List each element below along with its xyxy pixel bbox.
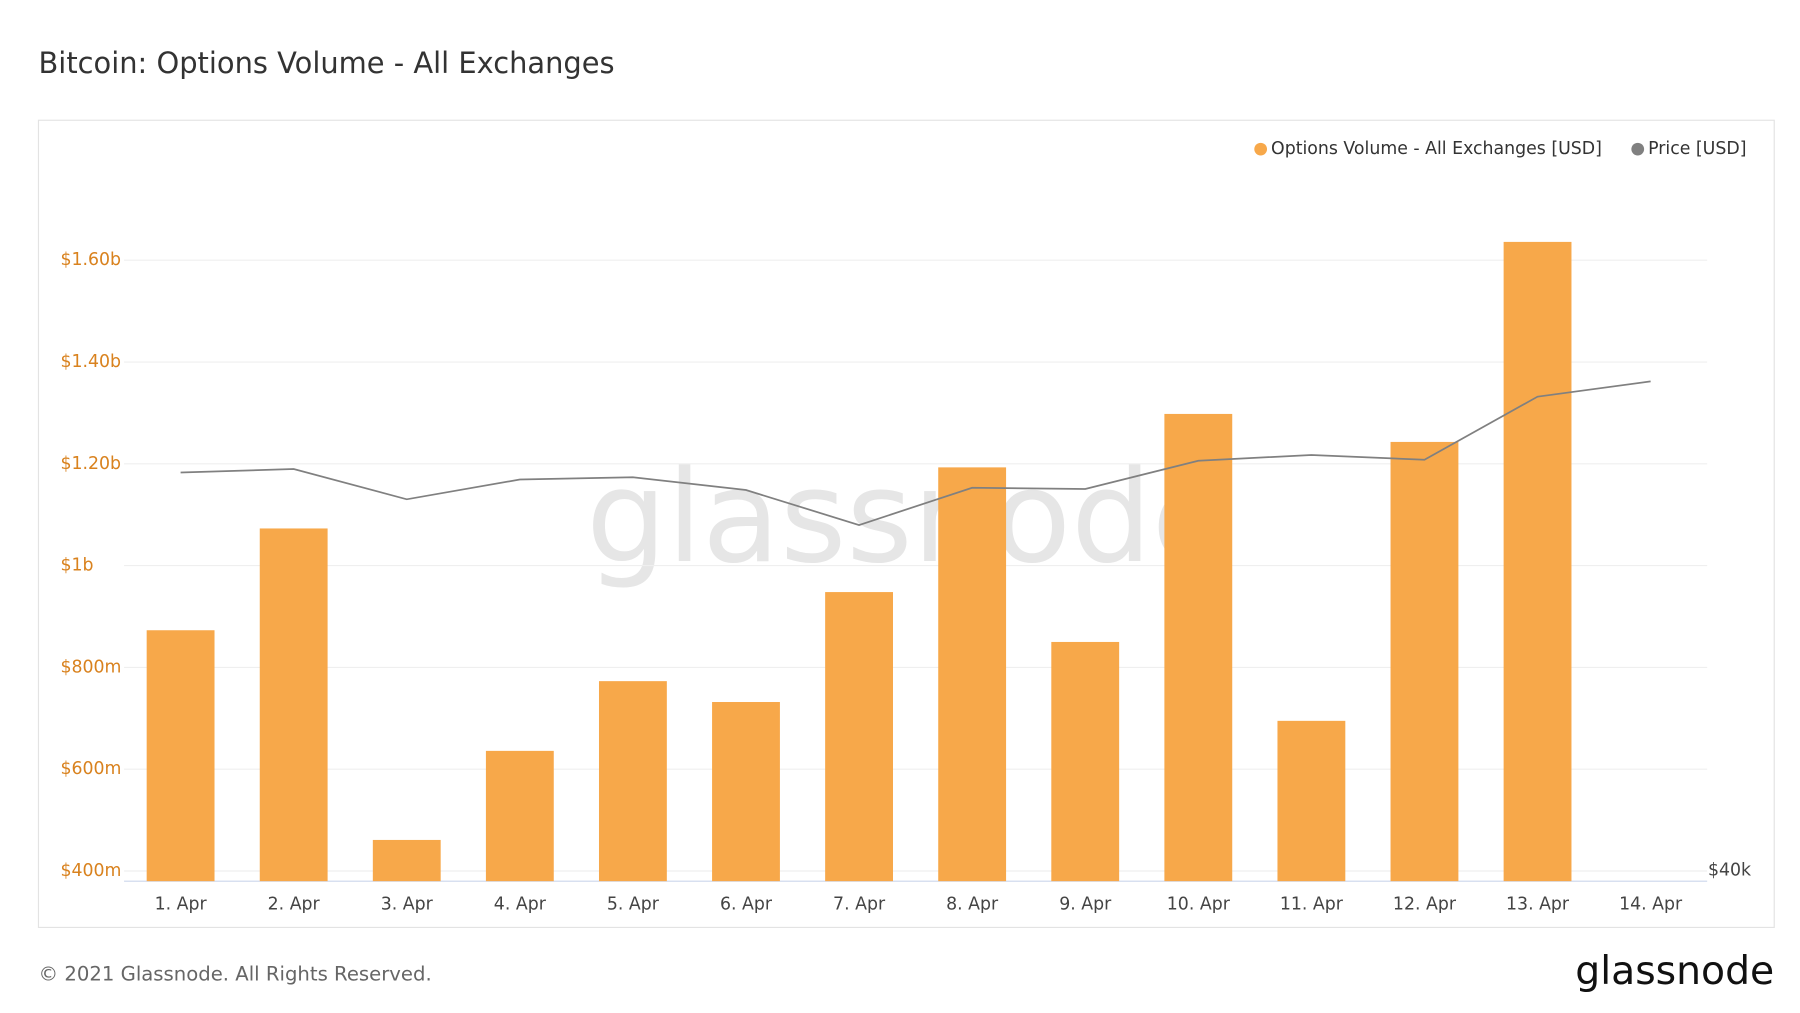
x-tick-label: 13. Apr — [1506, 894, 1570, 914]
price-line — [180, 380, 1651, 526]
bar — [485, 750, 554, 882]
x-tick-label: 7. Apr — [833, 894, 886, 914]
y-tick-label: $600m — [60, 759, 121, 779]
bar — [1164, 413, 1233, 882]
x-tick-label: 14. Apr — [1619, 894, 1683, 914]
x-tick-label: 5. Apr — [607, 894, 660, 914]
bar — [1503, 241, 1572, 882]
legend-label: Options Volume - All Exchanges [USD] — [1271, 139, 1602, 159]
x-tick-label: 10. Apr — [1167, 894, 1231, 914]
y-tick-label: $1.40b — [60, 352, 121, 372]
bar — [1390, 441, 1459, 882]
x-tick-label: 2. Apr — [268, 894, 321, 914]
y2-tick-label: $40k — [1708, 861, 1751, 881]
y-tick-label: $1b — [60, 556, 93, 576]
chart-frame — [37, 119, 1775, 929]
footer: © 2021 Glassnode. All Rights Reserved. — [38, 962, 431, 985]
x-tick-label: 11. Apr — [1280, 894, 1344, 914]
bar — [372, 839, 441, 882]
bar — [1051, 641, 1120, 882]
x-tick-label: 12. Apr — [1393, 894, 1457, 914]
bar — [712, 702, 780, 882]
x-tick-label: 1. Apr — [155, 894, 208, 914]
x-tick-label: 4. Apr — [494, 894, 547, 914]
legend-marker — [1631, 142, 1645, 156]
bar — [1277, 720, 1346, 882]
x-tick-label: 9. Apr — [1059, 894, 1112, 914]
y-tick-label: $800m — [60, 657, 121, 677]
x-tick-label: 3. Apr — [381, 894, 434, 914]
y-tick-label: $1.60b — [60, 250, 121, 270]
bar — [259, 528, 328, 882]
y-tick-label: $400m — [60, 861, 121, 881]
logo: glassnode — [1575, 949, 1774, 994]
x-tick-label: 8. Apr — [946, 894, 999, 914]
legend-marker — [1254, 142, 1268, 156]
y-tick-label: $1.20b — [60, 454, 121, 474]
legend-label: Price [USD] — [1648, 139, 1746, 159]
bar — [146, 630, 215, 882]
bar — [825, 592, 893, 882]
bar — [938, 467, 1007, 882]
chart-title: Bitcoin: Options Volume - All Exchanges — [38, 46, 614, 80]
x-tick-label: 6. Apr — [720, 894, 773, 914]
watermark: glassnode — [586, 443, 1230, 591]
bar — [598, 681, 667, 882]
